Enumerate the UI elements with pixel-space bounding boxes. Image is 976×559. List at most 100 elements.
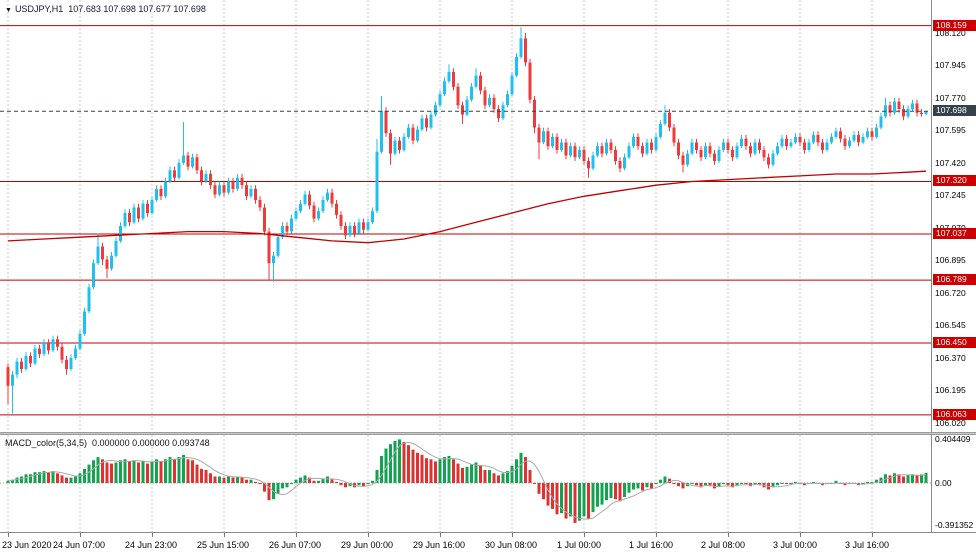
candle-body (551, 136, 554, 147)
price-tick-label: 107.245 (935, 190, 966, 201)
macd-histogram-bar (263, 483, 266, 492)
macd-histogram-bar (438, 459, 442, 483)
candle-body (92, 263, 95, 288)
macd-histogram-bar (348, 483, 352, 487)
macd-histogram-bar (47, 472, 50, 483)
price-chart-pane[interactable]: ▼ USDJPY,H1 107.683 107.698 107.677 107.69… (0, 0, 931, 432)
candle-body (141, 203, 145, 219)
candle-body (384, 110, 388, 134)
time-axis-tick (512, 533, 513, 537)
candle-body (33, 348, 37, 364)
macd-histogram-bar (915, 475, 919, 483)
candle-body (389, 133, 392, 154)
candle-body (654, 136, 658, 150)
macd-histogram-bar (641, 483, 644, 491)
time-label: 26 Jun 07:00 (269, 540, 322, 550)
level-price-badge: 107.037 (933, 228, 976, 239)
macd-histogram-bar (425, 458, 428, 483)
macd-histogram-bar (663, 476, 667, 483)
candle-body (722, 142, 725, 150)
candle-body (708, 146, 712, 154)
time-label: 24 Jun 07:00 (53, 540, 106, 550)
candle-body (393, 140, 397, 154)
price-tick-label: 107.420 (935, 157, 966, 168)
time-label: 30 Jun 08:00 (485, 540, 538, 550)
macd-histogram-bar (519, 452, 523, 483)
macd-histogram-bar (416, 452, 419, 483)
macd-histogram-bar (137, 462, 140, 483)
indicator-values: 0.000000 0.000000 0.093748 (92, 438, 210, 448)
candle-body (294, 211, 298, 219)
candle-body (299, 203, 302, 212)
level-price-badge: 108.159 (933, 19, 976, 31)
macd-histogram-bar (195, 464, 199, 483)
moving-average-line[interactable] (7, 170, 927, 244)
candle-body (753, 142, 757, 154)
candle-body (362, 222, 365, 230)
macd-histogram-bar (866, 481, 869, 483)
candle-body (29, 356, 32, 364)
macd-histogram-bar (717, 483, 721, 487)
macd-histogram-bar (213, 476, 217, 483)
macd-histogram-bar (582, 483, 586, 517)
candle-body (618, 161, 622, 169)
candle-body (326, 192, 329, 200)
candle-body (893, 101, 896, 113)
macd-histogram-bar (560, 483, 563, 514)
macd-histogram-bar (474, 462, 478, 483)
candle-body (776, 146, 779, 154)
candle-body (789, 142, 793, 147)
macd-histogram-bar (65, 477, 68, 483)
candle-body (510, 75, 514, 95)
macd-histogram-bar (708, 483, 712, 487)
candle-body (375, 151, 379, 212)
macd-histogram-bar (114, 462, 118, 483)
candle-body (317, 211, 320, 219)
macd-histogram-bar (632, 483, 635, 490)
macd-histogram-bar (618, 483, 622, 502)
macd-histogram-bar (204, 470, 208, 483)
time-axis[interactable]: 23 Jun 2020 24 Jun 07:00 24 Jun 23:00 25 Ju… (0, 532, 976, 559)
time-axis-tick (440, 533, 441, 537)
macd-histogram-bar (101, 459, 104, 483)
symbol-dropdown-icon: ▼ (5, 7, 12, 14)
macd-histogram-bar (326, 476, 329, 483)
candle-body (330, 192, 334, 204)
time-label: 1 Jul 16:00 (629, 540, 674, 550)
price-axis[interactable]: 108.120 107.945 107.770 107.595 107.420 107.2… (931, 0, 976, 532)
pane-splitter[interactable] (0, 432, 976, 435)
macd-histogram-bar (51, 471, 55, 483)
time-label: 23 Jun 2020 (2, 540, 52, 550)
candle-body (429, 114, 433, 128)
candle-body (632, 136, 635, 147)
candle-body (200, 170, 203, 182)
candle-body (839, 131, 842, 139)
price-chart-canvas[interactable] (0, 0, 931, 432)
candle-body (479, 75, 482, 91)
price-tick-label: 106.370 (935, 352, 966, 363)
price-tick-label: 107.945 (935, 60, 966, 71)
candle-body (191, 157, 194, 167)
candle-body (519, 38, 523, 57)
macd-histogram-bar (659, 479, 662, 483)
macd-histogram-bar (110, 463, 113, 483)
candle-body (717, 149, 721, 161)
candle-body (803, 142, 806, 150)
macd-histogram-bar (20, 476, 23, 483)
macd-histogram-bar (38, 472, 41, 483)
candle-body (843, 138, 847, 147)
candle-body (848, 140, 851, 147)
macd-tick-label: 0.404409 (935, 434, 971, 445)
candle-body (866, 131, 869, 137)
price-tick-label: 106.720 (935, 287, 966, 298)
ohlc-values: 107.683 107.698 107.677 107.698 (68, 4, 206, 14)
macd-histogram-bar (533, 483, 536, 484)
candle-body (123, 213, 127, 226)
indicator-name: MACD_color(5,34,5) (5, 438, 88, 448)
macd-histogram-bar (924, 472, 928, 483)
candle-body (60, 346, 64, 360)
macd-indicator-pane[interactable]: MACD_color(5,34,5) 0.000000 0.000000 0.09… (0, 435, 931, 532)
macd-histogram-bar (704, 483, 707, 486)
macd-histogram-bar (236, 476, 239, 483)
macd-canvas[interactable] (0, 435, 931, 532)
